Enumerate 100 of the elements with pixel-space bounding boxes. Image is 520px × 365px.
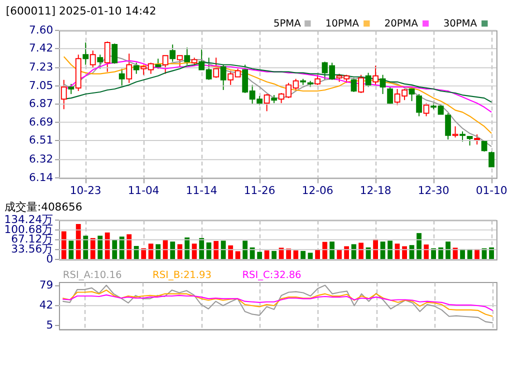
x-tick-label: 11-04 — [128, 184, 160, 198]
bar — [162, 240, 168, 260]
bar — [170, 242, 176, 260]
candlestick — [220, 64, 226, 90]
series-label: RSI_C:32.86 — [242, 270, 302, 282]
y-tick-label: 6.32 — [29, 152, 54, 166]
bar — [293, 250, 298, 260]
y-tick-label: 6.14 — [29, 170, 54, 184]
bar — [206, 242, 212, 260]
candlestick — [372, 65, 378, 86]
x-tick-label: 12-30 — [418, 184, 450, 198]
candlestick — [60, 79, 67, 110]
bar — [380, 242, 386, 260]
candlestick — [170, 44, 176, 62]
bar — [272, 250, 277, 260]
bar — [322, 242, 328, 260]
candlestick — [350, 77, 357, 92]
x-tick-label: 12-18 — [360, 184, 392, 198]
candlestick — [488, 151, 494, 168]
candlestick — [184, 47, 190, 66]
candlestick — [466, 136, 473, 146]
bar — [330, 242, 335, 260]
y-tick-label: 33.56万 — [11, 242, 54, 256]
y-tick-label: 5 — [46, 318, 54, 332]
candlestick — [133, 62, 140, 74]
bar — [446, 242, 450, 260]
bar — [134, 246, 139, 260]
bar — [278, 248, 284, 260]
bar — [388, 240, 392, 260]
series-label: RSI_B:21.93 — [152, 270, 212, 282]
legend-label: 10PMA — [325, 18, 360, 30]
candlestick — [380, 74, 386, 95]
y-tick-label: 42 — [39, 298, 54, 312]
bar — [308, 252, 313, 260]
bar — [300, 250, 306, 260]
candlestick — [423, 102, 430, 117]
bar — [104, 232, 110, 260]
line-series — [62, 290, 494, 317]
bar — [76, 224, 81, 260]
chart-title: [600011] 2025-01-10 14:42 — [6, 4, 156, 18]
line-series — [62, 294, 494, 311]
candlestick — [314, 74, 321, 86]
candlestick — [176, 55, 183, 68]
candlestick — [481, 140, 488, 152]
y-tick-label: 7.42 — [29, 42, 54, 55]
y-tick-label: 6.51 — [29, 133, 54, 146]
candlestick — [387, 86, 393, 105]
bar — [156, 244, 161, 260]
bar — [416, 233, 422, 260]
x-tick-label: 01-10 — [476, 184, 508, 198]
y-tick-label: 7.60 — [29, 23, 54, 36]
legend-label: 5PMA — [273, 18, 302, 30]
legend-label: 30PMA — [443, 18, 478, 30]
candlestick — [162, 55, 168, 74]
bar — [264, 250, 270, 260]
bar — [220, 240, 226, 260]
x-tick-label: 12-06 — [302, 184, 334, 198]
candlestick — [126, 53, 132, 84]
candlestick — [474, 134, 480, 146]
candlestick — [264, 94, 270, 112]
chart-title: 成交量:408656 — [4, 200, 82, 214]
x-tick-label: 10-23 — [70, 184, 102, 198]
legend-label: 20PMA — [384, 18, 418, 30]
bar — [61, 231, 66, 260]
y-tick-label: 7.23 — [29, 60, 54, 74]
bar — [98, 236, 103, 260]
y-tick-label: 6.69 — [29, 115, 54, 128]
bar — [242, 240, 248, 260]
candlestick — [365, 72, 372, 88]
bar — [214, 240, 219, 260]
bar — [119, 236, 124, 260]
bar — [68, 240, 74, 260]
x-tick-label: 11-26 — [244, 184, 276, 198]
bar — [235, 251, 240, 260]
series-label: RSI_A:10.16 — [62, 270, 122, 282]
candlestick — [445, 112, 451, 140]
candlestick — [97, 54, 104, 70]
bar — [351, 244, 356, 260]
bar — [199, 238, 204, 260]
bar — [257, 252, 262, 260]
candlestick — [358, 74, 364, 94]
bar — [148, 244, 154, 260]
line-series — [63, 56, 492, 134]
bar — [112, 240, 118, 260]
candlestick — [416, 94, 422, 117]
bar — [192, 244, 197, 260]
candlestick — [452, 126, 458, 138]
bar — [177, 244, 182, 260]
bar — [83, 236, 88, 260]
candlestick — [104, 41, 110, 72]
bar — [184, 237, 190, 260]
bar — [358, 242, 364, 260]
candlestick — [82, 42, 89, 66]
y-tick-label: 7.05 — [29, 78, 54, 92]
bar — [373, 239, 378, 260]
candlestick — [90, 50, 96, 68]
candlestick — [460, 130, 466, 142]
bar — [228, 245, 234, 260]
y-tick-label: 6.87 — [29, 97, 54, 110]
bar — [126, 234, 132, 260]
